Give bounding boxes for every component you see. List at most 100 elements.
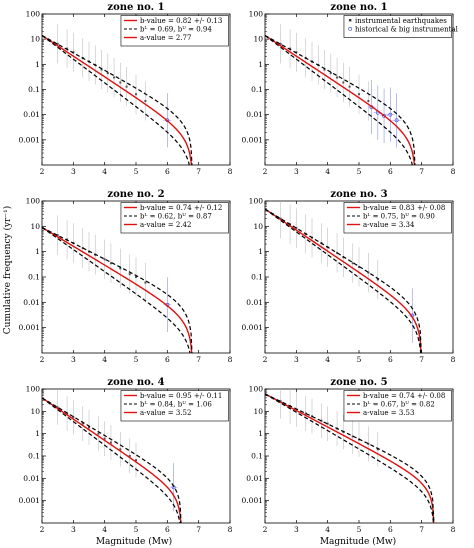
plot-area [42,390,182,523]
series-line-bvalue [42,397,182,523]
x-tick-label: 2 [263,525,268,534]
y-tick-label: 1 [258,60,263,69]
y-tick-label: 0.01 [246,474,263,483]
x-tick-label: 2 [263,167,268,176]
big-data-point [388,112,393,117]
data-point [103,258,106,261]
data-point [367,271,370,274]
series-line-bound-2 [265,393,435,523]
data-point [279,42,282,45]
y-tick-label: 0.001 [242,135,263,144]
y-axis-label: Cumulative frequency (yr⁻¹) [2,206,13,334]
x-tick-label: 8 [451,355,456,364]
legend-entry: b-value = 0.74 +/- 0.08 [363,392,445,400]
data-point [119,267,122,270]
legend-entry: b-value = 0.83 +/- 0.08 [363,204,445,212]
x-tick-label: 3 [71,525,76,534]
x-tick-label: 7 [196,167,201,176]
legend-entry: a-value = 3.53 [363,409,414,417]
legend-entry: b-value = 0.74 +/- 0.12 [140,204,222,212]
x-tick-label: 8 [451,525,456,534]
legend-box [120,390,229,422]
legend-marker-instrumental [348,19,352,22]
series-line-bound-1 [42,226,193,353]
legend-entry: bᴸ = 0.62, bᵁ = 0.87 [140,213,212,221]
x-tick-label: 4 [325,525,330,534]
legend-marker-historical [348,26,353,31]
big-data-point [394,118,399,123]
series-line-bound-2 [42,397,181,523]
y-tick-label: 100 [249,385,264,394]
data-point [125,85,128,88]
legend-box [120,15,229,47]
x-tick-label: 6 [388,525,393,534]
data-point [342,81,345,84]
y-tick-label: 1 [258,429,263,438]
y-tick-label: 0.001 [19,135,40,144]
y-tick-label: 10 [253,407,263,416]
data-point [279,400,282,403]
x-tick-label: 2 [263,355,268,364]
plot-area [42,24,193,165]
legend-entry: instrumental earthquakes [355,17,447,25]
y-tick-label: 100 [249,10,264,19]
data-point [100,68,103,71]
data-point [351,262,354,265]
data-point [113,76,116,79]
chart-panel-2: zone no. 1 2 3 4 5 6 7 8 0.001 0.01 0.1 1 10 100 instr… [242,2,459,176]
data-point [329,72,332,75]
y-tick-label: 0.1 [251,85,263,94]
data-point [135,459,137,462]
data-point [295,227,298,230]
big-data-point [382,113,386,118]
legend-box [120,202,229,234]
data-point [144,99,147,102]
x-tick-label: 4 [102,167,107,176]
panels: zone no. 1 2 3 4 5 6 7 8 0.001 0.01 0.1 1 10 100 b-val… [19,2,459,534]
data-point [109,441,112,444]
chart-panel-1: zone no. 1 2 3 4 5 6 7 8 0.001 0.01 0.1 1 10 100 b-val… [19,2,233,176]
legend-entry: historical & big instrumental [355,26,459,34]
y-tick-label: 100 [26,10,41,19]
chart-panel-3: zone no. 2 2 3 4 5 6 7 8 0.001 0.01 0.1 1 10 100 b-val… [19,189,233,364]
data-point [351,435,354,438]
y-tick-label: 0.01 [246,298,263,307]
data-point [56,234,59,237]
legend-entry: a-value = 3.34 [363,221,415,229]
data-point [88,426,90,429]
data-point [348,85,351,88]
series-line-bvalue [265,208,422,353]
x-tick-label: 4 [325,355,330,364]
x-tick-label: 6 [165,355,170,364]
series-line-bound-2 [265,35,413,165]
x-tick-label: 7 [419,355,424,364]
data-point [326,422,329,425]
data-point [358,265,360,268]
data-point [103,437,106,440]
y-tick-label: 0.1 [251,273,263,282]
legend-box [343,15,452,38]
y-tick-label: 10 [30,35,40,44]
y-tick-label: 100 [26,197,41,206]
plot-area [42,215,193,353]
plot-area [265,389,435,523]
panel-title: zone no. 5 [330,377,387,388]
data-point [279,217,282,220]
chart-panel-5: zone no. 4 2 3 4 5 6 7 8 0.001 0.01 0.1 1 10 100 b-val… [19,377,233,534]
data-point [109,262,112,265]
series-line-bound-1 [265,208,422,353]
data-point [367,442,370,445]
series-line-bound-2 [265,208,422,353]
data-point [289,47,292,50]
y-tick-label: 100 [26,385,41,394]
legend-entry: a-value = 2.42 [140,221,191,229]
x-tick-label: 4 [102,355,107,364]
legend-entry: a-value = 3.52 [140,409,191,417]
data-point [119,448,122,451]
data-point [304,412,307,415]
y-tick-label: 10 [30,222,40,231]
y-tick-label: 1 [35,60,40,69]
